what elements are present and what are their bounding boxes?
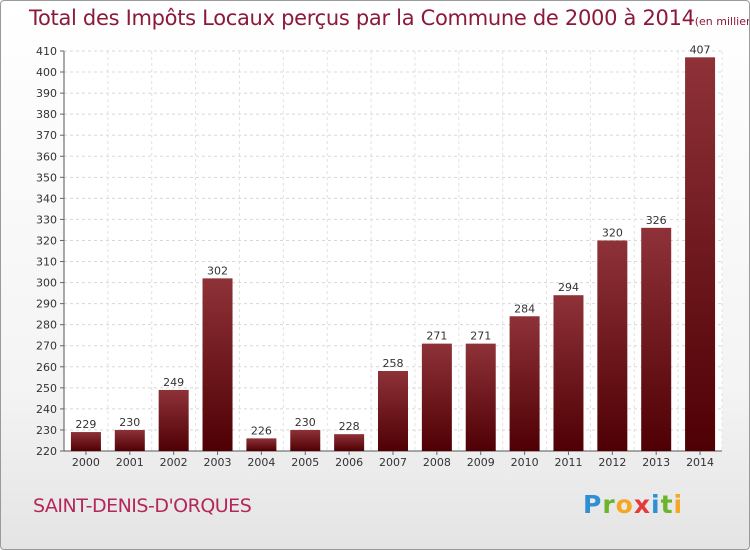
- bar: [465, 343, 496, 451]
- bar: [597, 240, 628, 451]
- y-tick-label: 400: [36, 66, 57, 79]
- chart-unit: (en milliers d'€): [694, 15, 749, 28]
- bar: [70, 432, 101, 451]
- bar: [246, 438, 277, 451]
- logo-letter: i: [673, 490, 684, 519]
- bar: [378, 371, 408, 451]
- bar: [685, 57, 716, 451]
- data-label: 230: [119, 416, 140, 429]
- y-tick-label: 350: [36, 171, 57, 184]
- data-label: 249: [163, 376, 184, 389]
- y-tick-label: 260: [36, 361, 57, 374]
- logo-letter: r: [602, 490, 616, 519]
- y-tick-label: 370: [36, 129, 57, 142]
- chart-title: Total des Impôts Locaux perçus par la Co…: [29, 6, 749, 30]
- data-label: 271: [470, 330, 491, 343]
- bar: [553, 295, 584, 451]
- x-tick-label: 2004: [247, 456, 275, 469]
- commune-name: SAINT-DENIS-D'ORQUES: [33, 495, 252, 517]
- x-tick-label: 2003: [204, 456, 232, 469]
- y-tick-label: 290: [36, 298, 57, 311]
- bar: [334, 434, 365, 451]
- x-axis-ticks: 2000 2001 2002 2003 2004 2005 2006 2007 2008 2009…: [72, 451, 714, 469]
- logo-letter: o: [615, 490, 634, 519]
- y-tick-label: 320: [36, 234, 57, 247]
- bars: [70, 57, 716, 451]
- x-tick-label: 2013: [642, 456, 670, 469]
- bar: [202, 278, 233, 451]
- x-tick-label: 2006: [335, 456, 363, 469]
- x-tick-label: 2009: [467, 456, 495, 469]
- data-labels: 229 230 249 302 226 230 228 258 271 271 284 294 320 3…: [75, 43, 710, 437]
- data-label: 294: [558, 281, 579, 294]
- y-tick-label: 340: [36, 192, 57, 205]
- x-tick-label: 2007: [379, 456, 407, 469]
- data-label: 229: [75, 418, 96, 431]
- proxiti-logo[interactable]: Proxiti: [583, 490, 683, 519]
- y-tick-label: 360: [36, 150, 57, 163]
- data-label: 320: [602, 226, 623, 239]
- bar: [290, 429, 321, 451]
- y-axis-ticks: 220 230 240 250 260 270 280 290 300 310 320 330 340 3…: [36, 45, 64, 458]
- data-label: 258: [383, 357, 404, 370]
- data-label: 326: [646, 214, 667, 227]
- x-tick-label: 2012: [598, 456, 626, 469]
- data-label: 271: [426, 330, 447, 343]
- x-tick-label: 2008: [423, 456, 451, 469]
- logo-letter: x: [633, 490, 651, 519]
- y-tick-label: 310: [36, 256, 57, 269]
- logo-letter: t: [660, 490, 674, 519]
- data-label: 407: [690, 43, 711, 56]
- y-tick-label: 230: [36, 424, 57, 437]
- data-label: 302: [207, 264, 228, 277]
- y-tick-label: 250: [36, 382, 57, 395]
- bar: [509, 316, 540, 451]
- logo-letter: P: [583, 490, 603, 519]
- y-tick-label: 240: [36, 403, 57, 416]
- bar: [641, 227, 672, 451]
- data-label: 284: [514, 302, 535, 315]
- logo-letter: i: [651, 490, 661, 519]
- y-tick-label: 410: [36, 45, 57, 58]
- bar: [114, 429, 145, 451]
- y-tick-label: 300: [36, 277, 57, 290]
- x-tick-label: 2011: [554, 456, 582, 469]
- data-label: 230: [295, 416, 316, 429]
- x-tick-label: 2005: [291, 456, 319, 469]
- x-tick-label: 2002: [160, 456, 188, 469]
- y-tick-label: 270: [36, 340, 57, 353]
- y-tick-label: 220: [36, 445, 57, 458]
- x-tick-label: 2001: [116, 456, 144, 469]
- y-tick-label: 390: [36, 87, 57, 100]
- x-tick-label: 2014: [686, 456, 714, 469]
- data-label: 226: [251, 424, 272, 437]
- y-tick-label: 330: [36, 213, 57, 226]
- x-tick-label: 2000: [72, 456, 100, 469]
- data-label: 228: [339, 420, 360, 433]
- bar: [158, 389, 189, 451]
- x-tick-label: 2010: [511, 456, 539, 469]
- bar: [421, 343, 452, 451]
- y-tick-label: 380: [36, 108, 57, 121]
- y-tick-label: 280: [36, 319, 57, 332]
- chart-title-text: Total des Impôts Locaux perçus par la Co…: [29, 6, 695, 30]
